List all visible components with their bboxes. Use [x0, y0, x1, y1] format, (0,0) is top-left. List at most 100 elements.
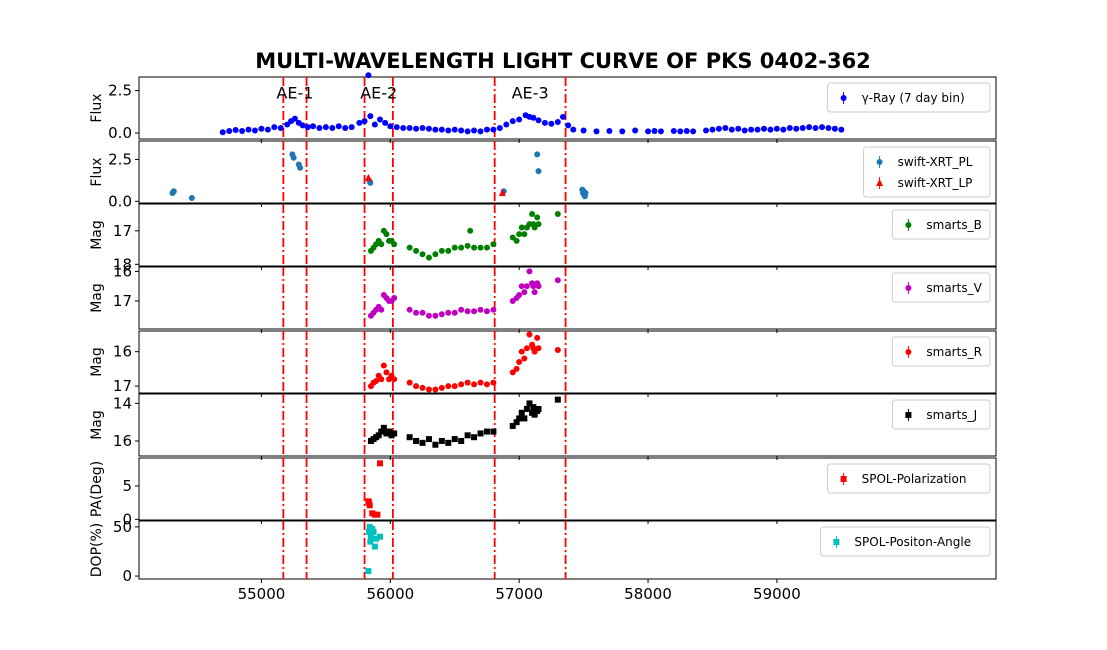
data-point [722, 124, 729, 131]
data-point [554, 211, 561, 218]
data-point [535, 406, 542, 413]
y-tick-label: 5 [122, 477, 132, 495]
data-point [458, 127, 465, 134]
x-tick-label: 55000 [238, 585, 286, 603]
data-point [391, 376, 398, 383]
data-point [380, 424, 387, 431]
data-point [367, 533, 374, 540]
data-point [432, 386, 439, 393]
data-point [367, 538, 374, 545]
data-point [554, 346, 561, 353]
data-point [715, 125, 722, 132]
data-point [366, 528, 373, 535]
y-tick-label: 0 [122, 510, 132, 528]
data-point [413, 309, 420, 316]
legend-box [891, 399, 991, 430]
data-point [425, 125, 432, 132]
data-point [277, 124, 284, 131]
data-point [316, 124, 323, 131]
legend-box [891, 336, 991, 367]
data-point [373, 377, 380, 384]
data-point [559, 113, 566, 120]
panel-frame [138, 393, 997, 457]
data-point [531, 411, 538, 418]
data-point [523, 406, 530, 413]
data-point [406, 306, 413, 313]
x-tick-label: 59000 [753, 585, 801, 603]
data-point [290, 154, 297, 161]
data-point [425, 436, 432, 443]
data-point [391, 241, 398, 248]
data-point [748, 126, 755, 133]
data-point [264, 126, 271, 133]
data-point [382, 119, 389, 126]
data-point [356, 119, 363, 126]
data-point [477, 306, 484, 313]
data-point [400, 124, 407, 131]
data-point [291, 115, 298, 122]
data-point [619, 128, 626, 135]
data-point [375, 432, 382, 439]
legend-box [863, 146, 991, 198]
data-point [580, 127, 587, 134]
y-axis-label: DOP(%) [89, 523, 105, 577]
data-point [534, 214, 541, 221]
y-tick-label: 50 [113, 518, 132, 536]
data-point [838, 126, 845, 133]
y-axis-label: Mag [89, 347, 105, 377]
data-point [509, 422, 516, 429]
data-point [535, 117, 542, 124]
legend-box [827, 463, 991, 494]
data-point [521, 289, 528, 296]
data-point [413, 383, 420, 390]
data-point [793, 125, 800, 132]
data-point [518, 409, 525, 416]
legend-marker [876, 179, 884, 186]
data-point [483, 381, 490, 388]
data-point [376, 116, 383, 123]
y-axis-label: Flux [89, 93, 105, 122]
data-point [438, 126, 445, 133]
data-point [371, 543, 378, 550]
data-point [445, 247, 452, 254]
data-point [535, 283, 542, 290]
data-point [413, 125, 420, 132]
data-point [458, 306, 465, 313]
data-point [529, 211, 536, 218]
data-point [226, 128, 233, 135]
data-point [425, 254, 432, 261]
legend-label: smarts_B [926, 218, 981, 232]
data-point [378, 376, 385, 383]
panel-frame [138, 266, 997, 330]
data-point [477, 128, 484, 135]
data-point [406, 434, 413, 441]
data-point [304, 124, 311, 131]
data-point [509, 234, 516, 241]
data-point [526, 400, 533, 407]
data-point [413, 437, 420, 444]
legend-box [827, 82, 991, 113]
data-point [548, 120, 555, 127]
data-point [445, 127, 452, 134]
data-point [518, 283, 525, 290]
x-tick-label: 57000 [495, 585, 543, 603]
data-point [309, 123, 316, 130]
data-point [477, 430, 484, 437]
legend-label: smarts_J [926, 408, 977, 422]
data-point [509, 369, 516, 376]
data-point [361, 118, 368, 125]
data-point [393, 124, 400, 131]
data-point [365, 568, 372, 575]
data-point [513, 237, 520, 244]
data-point [438, 247, 445, 254]
data-point [825, 124, 832, 131]
data-point [806, 124, 813, 131]
data-point [376, 460, 383, 467]
data-point [554, 396, 561, 403]
data-point [413, 247, 420, 254]
y-tick-label: 0.0 [108, 192, 132, 210]
data-point [419, 251, 426, 258]
panel-frame [138, 457, 997, 521]
